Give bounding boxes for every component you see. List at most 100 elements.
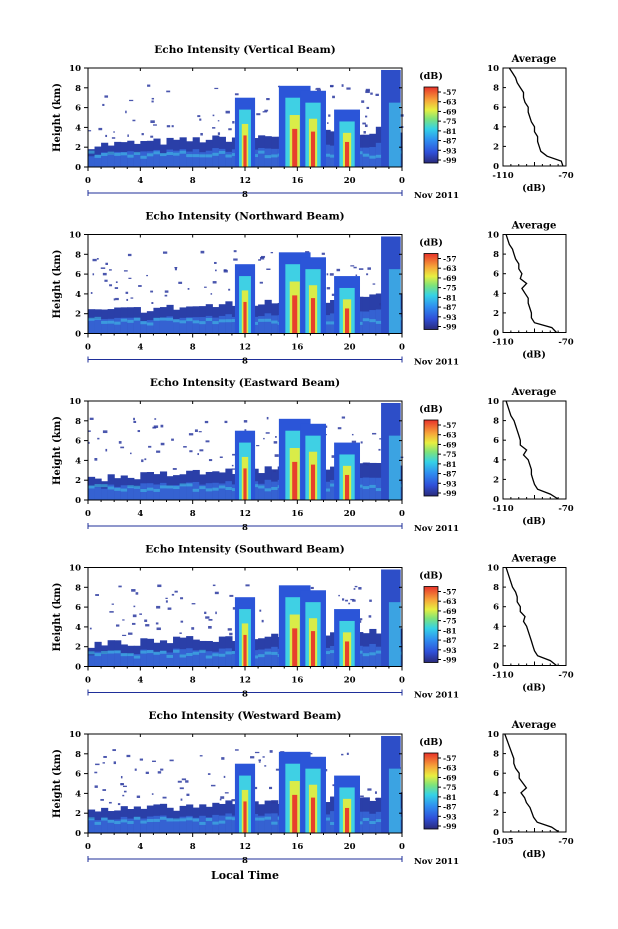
colorbar-tick: -93 [443,812,457,821]
day-label: 8 [242,190,248,200]
colorbar-tick: -75 [443,284,457,293]
avg-y-tick: 8 [493,583,499,593]
date-label: Nov 2011 [414,857,459,867]
colorbar-tick: -87 [443,137,457,146]
avg-y-tick: 10 [487,231,499,241]
y-tick-label: 8 [75,583,81,593]
y-tick-label: 4 [75,123,81,133]
x-tick-label: 20 [344,842,356,852]
colorbar-tick: -57 [443,588,457,597]
avg-title: Average [511,54,557,65]
colorbar-tick: -75 [443,117,457,126]
x-tick-label: 12 [239,176,251,186]
heatmap-field [88,236,403,334]
avg-frame [502,67,567,167]
colorbar [423,752,439,830]
colorbar [423,86,439,164]
y-tick-label: 2 [75,476,81,486]
colorbar-tick: -87 [443,303,457,312]
panel-2: Echo Intensity (Eastward Beam) 0 2 4 6 8 10 0 4 8… [52,377,574,534]
colorbar-unit: (dB) [419,71,443,82]
colorbar-tick: -63 [443,597,457,606]
day-label: 8 [242,523,248,533]
colorbar-unit: (dB) [419,571,443,582]
avg-profile-line [505,567,557,667]
avg-profile-line [505,234,557,333]
y-tick-label: 6 [75,437,81,447]
avg-x-tick: -70 [558,338,573,348]
avg-x-label: (dB) [522,516,546,527]
colorbar-tick: -69 [443,107,457,116]
y-tick-label: 2 [75,643,81,653]
y-tick-label: 8 [75,417,81,427]
avg-y-tick: 6 [493,270,499,280]
avg-profile-line [508,67,564,167]
avg-y-tick: 2 [493,642,499,652]
x-tick-label: 0 [85,842,91,852]
y-tick-label: 2 [75,809,81,819]
colorbar-tick: -57 [443,754,457,763]
x-tick-label: 4 [137,676,143,686]
x-tick-label: 0 [399,509,405,519]
x-tick-label: 0 [85,343,91,353]
x-tick-label: 8 [190,176,196,186]
date-label: Nov 2011 [414,691,459,701]
avg-y-tick: 0 [493,662,499,672]
avg-y-tick: 6 [493,769,499,779]
x-tick-label: 0 [399,676,405,686]
avg-x-tick: -110 [492,504,513,514]
avg-title: Average [511,720,557,731]
colorbar [423,253,439,330]
avg-x-tick: -110 [492,338,513,348]
y-tick-label: 10 [69,64,81,74]
y-tick-label: 4 [75,789,81,799]
x-tick-label: 20 [344,176,356,186]
avg-x-tick: -110 [492,671,513,681]
heatmap-field [88,69,404,167]
x-tick-label: 20 [344,676,356,686]
avg-y-tick: 8 [493,750,499,760]
y-axis-label: Height (km) [52,416,63,485]
avg-x-label: (dB) [522,683,546,694]
colorbar-tick: -87 [443,636,457,645]
y-tick-label: 4 [75,290,81,300]
x-tick-label: 20 [344,509,356,519]
avg-y-tick: 4 [493,123,499,133]
avg-profile-line [504,733,560,833]
colorbar-tick: -93 [443,146,457,155]
y-tick-label: 4 [75,623,81,633]
avg-x-label: (dB) [522,849,546,860]
colorbar-tick: -93 [443,479,457,488]
y-tick-label: 0 [75,330,81,340]
colorbar-tick: -81 [443,793,457,802]
avg-y-tick: 0 [493,828,499,838]
colorbar-tick: -93 [443,646,457,655]
y-tick-label: 2 [75,310,81,320]
x-tick-label: 16 [291,676,303,686]
x-tick-label: 16 [291,343,303,353]
y-tick-label: 10 [69,564,81,574]
x-tick-label: 12 [239,509,251,519]
x-tick-label: 20 [344,343,356,353]
x-axis-label: Local Time [211,869,279,882]
colorbar [423,419,439,497]
panel-title: Echo Intensity (Northward Beam) [145,211,344,223]
y-tick-label: 6 [75,770,81,780]
avg-y-tick: 2 [493,475,499,485]
avg-y-tick: 10 [487,730,499,740]
avg-profile-line [505,400,559,500]
colorbar-tick: -75 [443,783,457,792]
y-tick-label: 10 [69,231,81,241]
avg-y-tick: 4 [493,456,499,466]
colorbar-tick: -93 [443,313,457,322]
avg-y-tick: 0 [493,495,499,505]
y-tick-label: 0 [75,663,81,673]
panel-title: Echo Intensity (Eastward Beam) [150,377,340,389]
x-tick-label: 8 [190,676,196,686]
y-tick-label: 10 [69,730,81,740]
panel-title: Echo Intensity (Vertical Beam) [154,44,335,56]
avg-title: Average [511,221,557,232]
y-tick-label: 0 [75,163,81,173]
panel-0: Echo Intensity (Vertical Beam) 0 2 4 6 8 10 0 4 8… [52,44,574,201]
